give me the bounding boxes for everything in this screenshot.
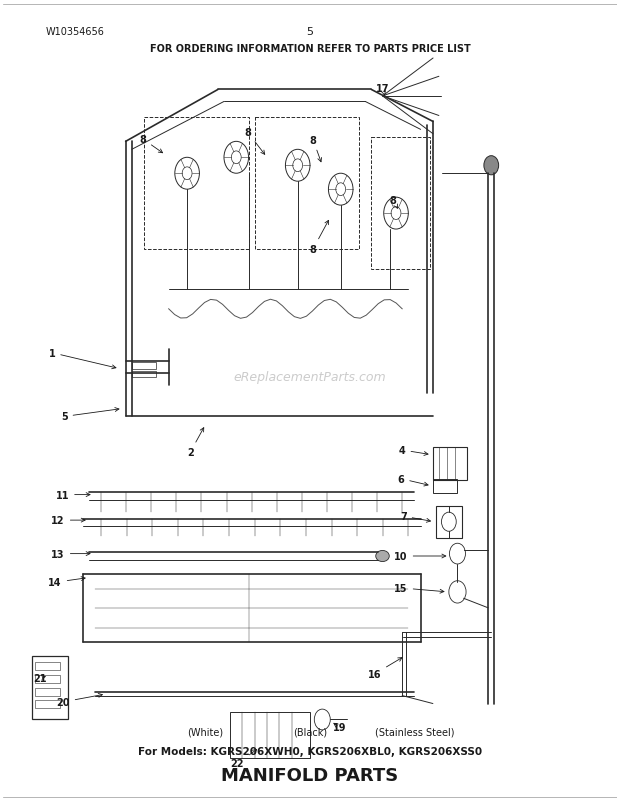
Text: 11: 11 — [56, 490, 90, 500]
Text: 15: 15 — [394, 583, 444, 593]
Bar — [132, 371, 156, 378]
Text: 10: 10 — [394, 551, 446, 561]
Bar — [32, 656, 68, 719]
Bar — [255, 118, 359, 249]
Text: 21: 21 — [33, 673, 46, 683]
Text: 1: 1 — [48, 348, 116, 369]
Text: 8: 8 — [389, 196, 397, 209]
Text: 8: 8 — [309, 136, 322, 163]
Ellipse shape — [376, 551, 389, 562]
Text: (Black): (Black) — [293, 727, 327, 736]
Text: MANIFOLD PARTS: MANIFOLD PARTS — [221, 767, 399, 784]
Text: 6: 6 — [397, 474, 428, 486]
Bar — [436, 506, 462, 538]
Text: W10354656: W10354656 — [46, 27, 105, 37]
Text: 2: 2 — [187, 428, 204, 458]
Circle shape — [484, 156, 498, 176]
Text: 8: 8 — [244, 128, 265, 155]
Text: 20: 20 — [56, 694, 102, 707]
Bar — [230, 711, 310, 758]
Text: 19: 19 — [333, 723, 346, 732]
Text: FOR ORDERING INFORMATION REFER TO PARTS PRICE LIST: FOR ORDERING INFORMATION REFER TO PARTS … — [149, 44, 471, 54]
Text: 5: 5 — [61, 408, 119, 422]
Text: 8: 8 — [309, 221, 329, 255]
Bar — [433, 448, 467, 480]
Text: 7: 7 — [400, 512, 430, 523]
Bar — [35, 675, 60, 683]
Text: 14: 14 — [48, 577, 85, 588]
Text: 4: 4 — [399, 445, 428, 456]
Text: 13: 13 — [51, 549, 90, 559]
Text: 5: 5 — [306, 27, 314, 37]
Text: 17: 17 — [376, 83, 389, 96]
Bar — [35, 700, 60, 708]
Bar — [35, 662, 60, 670]
Text: 22: 22 — [231, 750, 257, 768]
Text: (White): (White) — [187, 727, 224, 736]
Bar — [371, 138, 430, 269]
Text: 8: 8 — [140, 135, 162, 153]
Bar — [433, 479, 458, 493]
Text: eReplacementParts.com: eReplacementParts.com — [234, 371, 386, 383]
Text: (Stainless Steel): (Stainless Steel) — [374, 727, 454, 736]
Bar — [144, 118, 249, 249]
Text: 16: 16 — [368, 658, 402, 679]
Text: 12: 12 — [51, 516, 85, 525]
Bar — [35, 688, 60, 695]
Text: For Models: KGRS206XWH0, KGRS206XBL0, KGRS206XSS0: For Models: KGRS206XWH0, KGRS206XBL0, KG… — [138, 747, 482, 756]
Bar — [132, 363, 156, 369]
